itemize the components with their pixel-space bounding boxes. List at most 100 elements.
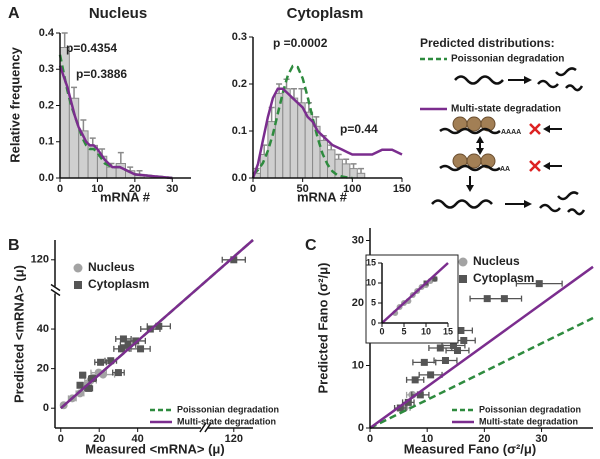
cross [529,123,541,135]
x-tick-label: 20 [478,433,490,445]
panel-label: A [8,5,20,22]
point [404,398,412,406]
legend-label: Cytoplasm [473,271,534,285]
x-tick-label: 120 [225,433,243,445]
bar [297,102,306,179]
x-tick-label: 0 [250,183,256,195]
y-tick-label: 40 [37,323,49,335]
x-tick-label: 10 [91,183,103,195]
point [441,357,449,364]
diagram: Predicted distributions: Poissonian degr… [420,36,586,216]
curve [59,239,254,410]
legend-marker [459,275,467,283]
legend-marker [73,263,83,273]
legend-label: Multi-state degradation [479,416,578,426]
legend-label: Poissonian degradation [451,54,564,65]
bar [349,168,358,179]
x-tick-label: 10 [421,433,433,445]
error-bar [290,87,297,99]
y-tick-label: 0 [371,317,376,327]
point [132,337,140,345]
axis-gap [53,286,57,294]
point [75,389,84,398]
point [97,358,105,366]
bar [106,166,117,179]
bar [115,163,127,179]
mrna [431,199,493,209]
x-tick-label: 100 [343,183,361,195]
y-axis-label: Predicted <mRNA> (μ) [11,265,26,403]
legend-label: Poissonian degradation [479,404,581,414]
legend-marker [74,281,82,289]
mrna-fragments [537,67,584,92]
point [114,369,122,377]
bar [289,97,299,179]
y-tick-label: 0.3 [232,31,247,43]
error-bar [127,166,134,171]
arrow-head [476,136,484,143]
error-bar [71,86,78,99]
arrow-head [524,76,532,84]
axis-break [199,422,212,433]
annotation: p=0.3886 [76,67,127,81]
point [500,295,508,303]
y-tick-label: 0.0 [232,172,247,184]
point [119,335,127,343]
arrow-head [466,185,474,192]
error-bar [350,163,357,169]
panel-label: B [8,237,20,254]
y-tick-label: 15 [366,257,376,267]
point [79,371,87,379]
point [155,322,163,330]
curve [251,87,403,179]
x-tick-label: 50 [297,183,309,195]
point [230,256,238,264]
y-tick-label: 10 [366,277,376,287]
poly-a-tail: AA [500,166,510,173]
axis-break [50,283,61,297]
y-tick-label: 0.1 [232,125,247,137]
point [453,347,461,354]
point [396,404,404,412]
point [411,376,419,384]
curve [369,316,594,430]
point [118,345,126,353]
arrow-head [543,125,550,133]
legend-label: Multi-state degradation [177,416,276,426]
annotation: p =0.0002 [273,36,328,50]
axis-gap [200,426,208,430]
annotation: p=0.4354 [66,41,117,55]
y-tick-label: 0.2 [232,78,247,90]
arrow-head [524,200,532,208]
cross [529,160,541,172]
x-axis-label: Measured <mRNA> (μ) [85,441,224,456]
curve [58,65,173,180]
curve [252,64,353,180]
y-tick-label: 120 [31,254,49,266]
error-bar [335,153,342,160]
bar [274,92,284,179]
x-tick-label: 0 [367,433,373,445]
panel-label: C [305,237,317,254]
point [432,276,438,282]
y-tick-label: 10 [352,359,364,371]
point [124,341,132,349]
point [460,337,468,344]
legend-marker [458,257,468,267]
point [76,381,84,389]
y-tick-label: 0 [358,422,364,434]
x-axis-label: mRNA # [297,189,348,204]
x-tick-label: 30 [535,433,547,445]
chart-title: Cytoplasm [287,5,364,22]
y-tick-label: 20 [352,297,364,309]
x-tick-label: 0 [379,326,384,336]
chart-title: Nucleus [89,5,147,22]
x-tick-label: 5 [401,326,406,336]
x-axis-label: Measured Fano (σ²/μ) [404,441,536,456]
x-tick-label: 30 [166,183,178,195]
point [420,358,428,366]
legend-label: Nucleus [473,254,520,268]
bar [87,144,98,179]
point [535,280,543,288]
